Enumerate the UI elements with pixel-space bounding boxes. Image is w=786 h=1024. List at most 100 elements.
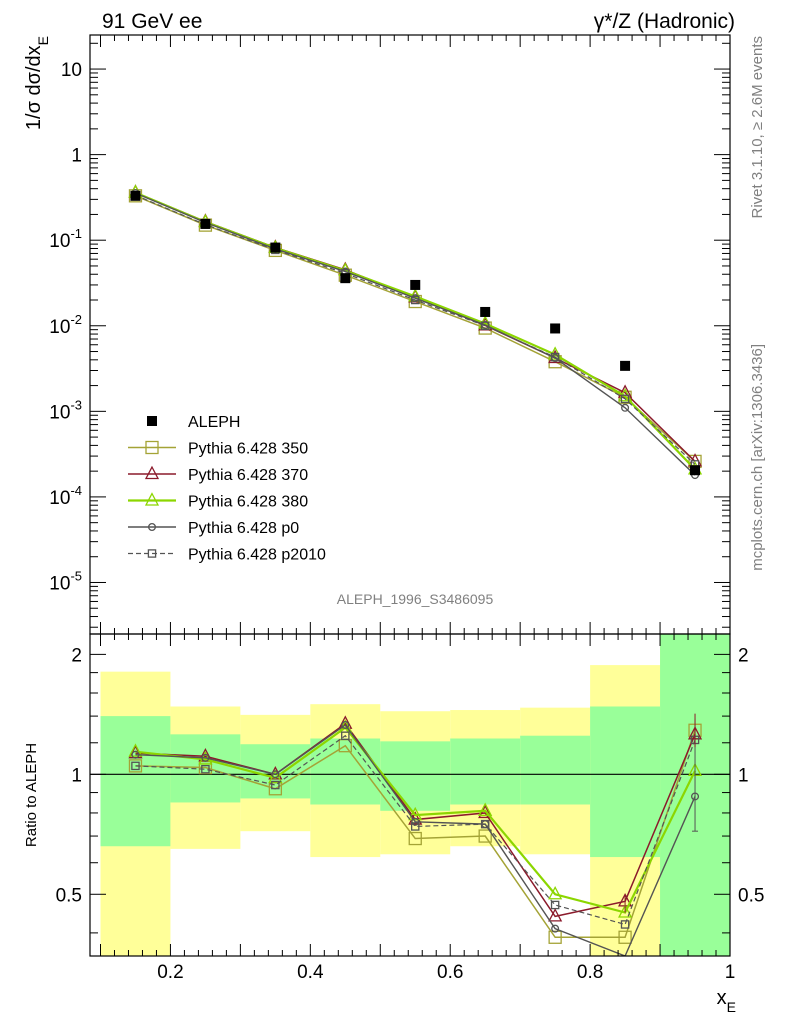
ratio-uncertainty-bands bbox=[90, 634, 730, 956]
ratio-marker-1-6 bbox=[548, 908, 563, 922]
ratio-marker-4-0 bbox=[131, 761, 140, 771]
ratio-frame bbox=[89, 633, 731, 957]
xlabel-main: x bbox=[717, 987, 727, 1009]
ratio-series bbox=[128, 713, 703, 956]
ratio-ytick-label-l-1: 1 bbox=[71, 765, 82, 786]
data-point-0 bbox=[130, 190, 141, 201]
legend-label-0: Pythia 6.428 350 bbox=[188, 441, 308, 458]
xtick-label-4: 1 bbox=[725, 962, 736, 983]
band-inner-1 bbox=[170, 734, 241, 803]
data-point-8 bbox=[690, 465, 701, 476]
ratio-marker-4-6 bbox=[550, 900, 560, 910]
xtick-label-1: 0.4 bbox=[297, 962, 324, 983]
xtick-label-0: 0.2 bbox=[157, 962, 183, 983]
top-marker-4-7 bbox=[620, 394, 630, 404]
ratio-marker-3-6 bbox=[551, 924, 560, 933]
top-ytick-label-1: 1 bbox=[71, 146, 82, 167]
ratio-line-3 bbox=[135, 724, 696, 956]
ratio-ytick-label-l-2: 0.5 bbox=[56, 885, 82, 906]
top-series bbox=[128, 184, 703, 480]
top-ylabel-main: 1/σ dσ/dx bbox=[23, 45, 45, 130]
band-inner-7 bbox=[590, 706, 661, 858]
top-line-3 bbox=[135, 192, 696, 476]
header-right: γ*/Z (Hadronic) bbox=[594, 10, 735, 33]
top-ytick-label-6: 10-5 bbox=[49, 568, 82, 594]
top-ytick-base-5: 10 bbox=[49, 488, 70, 509]
legend-marker-4 bbox=[147, 549, 157, 558]
data-point-2 bbox=[270, 242, 281, 253]
top-ytick-label-2: 10-1 bbox=[49, 226, 82, 252]
legend-marker-3 bbox=[147, 522, 157, 532]
top-marker-4-6 bbox=[550, 352, 560, 362]
ratio-marker-2-5 bbox=[478, 802, 493, 816]
top-line-4 bbox=[135, 194, 696, 465]
ratio-line-2 bbox=[135, 726, 697, 914]
data-point-4 bbox=[410, 279, 421, 290]
legend-label-2: Pythia 6.428 380 bbox=[188, 494, 308, 511]
legend-label-1: Pythia 6.428 370 bbox=[188, 467, 308, 484]
legend-marker-2 bbox=[144, 492, 160, 506]
xlabel: xE bbox=[717, 987, 736, 1015]
side-text-bottom: mcplots.cern.ch [arXiv:1306.3436] bbox=[749, 344, 766, 571]
ratio-marker-0-4 bbox=[408, 831, 422, 846]
xlabel-sub: E bbox=[727, 999, 736, 1015]
top-ytick-label-3: 10-2 bbox=[49, 312, 82, 338]
legend-marker-1 bbox=[144, 465, 160, 480]
ratio-marker-0-6 bbox=[548, 930, 562, 944]
top-ytick-exp-6: -5 bbox=[70, 568, 82, 583]
ratio-marker-2-6 bbox=[548, 885, 563, 900]
header-left: 91 GeV ee bbox=[102, 10, 202, 33]
data-point-6 bbox=[550, 323, 561, 334]
top-ytick-base-2: 10 bbox=[49, 231, 70, 252]
legend-label-3: Pythia 6.428 p0 bbox=[188, 520, 299, 537]
ratio-marker-3-0 bbox=[131, 750, 140, 759]
ratio-marker-3-2 bbox=[271, 770, 280, 779]
top-ytick-label-5: 10-4 bbox=[49, 483, 82, 509]
ratio-marker-0-0 bbox=[128, 759, 143, 773]
legend-marker-data bbox=[147, 416, 157, 426]
ratio-ytick-label-r-2: 0.5 bbox=[738, 885, 764, 906]
ratio-series-clipped bbox=[128, 713, 703, 956]
ratio-marker-0-5 bbox=[478, 829, 492, 843]
ratio-marker-2-0 bbox=[128, 743, 143, 757]
top-ytick-exp-2: -1 bbox=[70, 226, 82, 241]
top-marker-4-5 bbox=[480, 321, 490, 331]
band-inner-6 bbox=[520, 735, 591, 805]
ratio-marker-4-4 bbox=[410, 822, 420, 831]
ratio-marker-4-3 bbox=[341, 731, 350, 740]
analysis-id: ALEPH_1996_S3486095 bbox=[337, 591, 494, 607]
band-inner-5 bbox=[450, 738, 521, 805]
top-ytick-label-0: 10 bbox=[61, 60, 82, 81]
ratio-marker-2-7 bbox=[618, 904, 633, 918]
ratio-marker-4-2 bbox=[271, 780, 280, 790]
top-marker-3-7 bbox=[621, 403, 630, 412]
data-point-5 bbox=[480, 306, 491, 317]
side-text-top: Rivet 3.1.10, ≥ 2.6M events bbox=[749, 36, 766, 219]
legend-marker-0 bbox=[145, 440, 159, 455]
legend: ALEPH Pythia 6.428 350 Pythia 6.428 370 Pyt… bbox=[128, 414, 326, 564]
ratio-marker-4-5 bbox=[480, 819, 490, 829]
top-ylabel-sub: E bbox=[35, 36, 51, 45]
top-marker-4-4 bbox=[410, 295, 420, 305]
top-frame bbox=[89, 34, 731, 635]
ratio-marker-3-1 bbox=[201, 753, 210, 762]
ratio-ylabel: Ratio to ALEPH bbox=[23, 743, 40, 847]
top-ytick-exp-4: -3 bbox=[70, 397, 82, 412]
top-ytick-base-6: 10 bbox=[49, 573, 70, 594]
ratio-ytick-label-l-0: 2 bbox=[71, 645, 82, 666]
band-inner-4 bbox=[380, 741, 451, 811]
band-inner-3 bbox=[310, 738, 381, 805]
ratio-marker-3-3 bbox=[341, 720, 350, 729]
top-ytick-label-4: 10-3 bbox=[49, 397, 82, 423]
ratio-marker-4-7 bbox=[620, 920, 630, 929]
data-point-1 bbox=[200, 218, 211, 229]
top-ylabel: 1/σ dσ/dxE bbox=[23, 36, 51, 130]
xtick-label-2: 0.6 bbox=[437, 962, 463, 983]
ratio-marker-0-7 bbox=[618, 930, 632, 944]
data-point-3 bbox=[340, 273, 351, 284]
legend-label-4: Pythia 6.428 p2010 bbox=[188, 547, 326, 564]
top-ytick-base-4: 10 bbox=[49, 402, 70, 423]
ratio-ytick-label-r-1: 1 bbox=[738, 765, 749, 786]
